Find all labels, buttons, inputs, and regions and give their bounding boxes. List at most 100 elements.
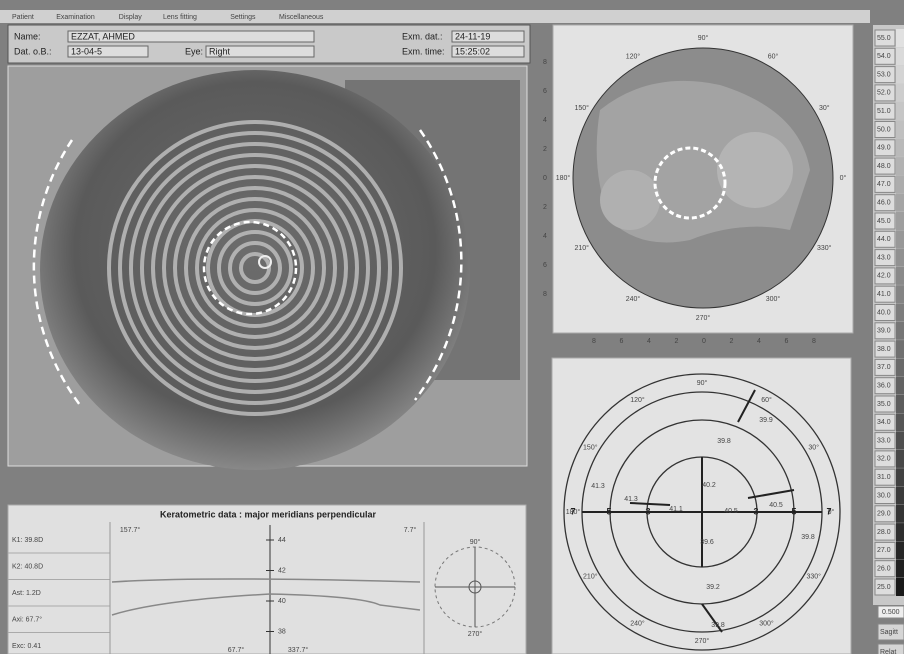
scale-button-label[interactable]: Relat bbox=[880, 649, 896, 654]
scale-label: 50.0 bbox=[877, 126, 891, 133]
scale-swatch bbox=[896, 175, 904, 194]
scale-swatch bbox=[896, 83, 904, 102]
scale-swatch bbox=[896, 303, 904, 322]
pupil-outline bbox=[202, 220, 298, 316]
exam-date-value: 24-11-19 bbox=[455, 31, 490, 41]
angle-label: 270° bbox=[696, 314, 711, 322]
scale-swatch bbox=[896, 248, 904, 267]
scale-label: 36.0 bbox=[877, 383, 891, 390]
sector-value: 39.2 bbox=[706, 584, 720, 591]
scale-swatch bbox=[896, 431, 904, 450]
angle-label: 0° bbox=[828, 508, 835, 516]
angle-label: 270° bbox=[695, 637, 710, 645]
angle-label: 120° bbox=[630, 396, 645, 404]
scale-label: 53.0 bbox=[877, 71, 891, 78]
scale-label: 33.0 bbox=[877, 437, 891, 444]
angle-label: 180° bbox=[566, 508, 581, 516]
scale-cell bbox=[874, 413, 896, 431]
mini-pupil bbox=[468, 580, 482, 594]
scale-label: 48.0 bbox=[877, 163, 891, 170]
menu-item[interactable]: Settings bbox=[230, 14, 256, 21]
sector-divider bbox=[737, 389, 756, 423]
ring bbox=[173, 186, 337, 350]
dob-value: 13-04-5 bbox=[71, 46, 102, 56]
angle-label: 67.7° bbox=[228, 646, 245, 654]
scale-button[interactable] bbox=[877, 623, 904, 641]
scale-button[interactable] bbox=[877, 643, 904, 654]
scale-label: 42.0 bbox=[877, 273, 891, 280]
sector-value: 39.9 bbox=[759, 417, 773, 424]
ring bbox=[129, 142, 381, 394]
ring bbox=[258, 255, 272, 269]
scale-swatch bbox=[896, 102, 904, 121]
x-tick-label: 2 bbox=[675, 338, 679, 345]
angle-label: 7.7° bbox=[404, 526, 417, 534]
y-tick-label: 40 bbox=[278, 598, 286, 605]
scale-label: 37.0 bbox=[877, 364, 891, 371]
step-field bbox=[877, 605, 904, 619]
scale-cell bbox=[874, 47, 896, 65]
scale-swatch bbox=[896, 120, 904, 139]
keratometric-title: Keratometric data : major meridians perp… bbox=[160, 509, 377, 519]
sector-map: 0° 30° 60° 90° 120° 150° 180° 210° 240° 270° 300° 3… bbox=[563, 373, 841, 651]
menu-item[interactable]: Examination bbox=[56, 14, 95, 21]
scale-label: 34.0 bbox=[877, 419, 891, 426]
ring bbox=[107, 120, 403, 416]
eye-value: Right bbox=[209, 46, 231, 56]
scale-cell bbox=[874, 66, 896, 84]
ring bbox=[184, 197, 326, 339]
name-field bbox=[67, 30, 315, 43]
scale-cell bbox=[874, 340, 896, 358]
pupil-outline bbox=[653, 146, 727, 220]
scale-cell bbox=[874, 29, 896, 47]
scale-cell bbox=[874, 560, 896, 578]
kera-row: Ast: 1.2D bbox=[12, 590, 41, 597]
x-tick-label: 0 bbox=[702, 338, 706, 345]
color-scale[interactable]: 55.0 54.0 53.0 52.0 51.0 50.0 49.0 48.0 47.0 46.0… bbox=[873, 25, 904, 654]
scale-cell bbox=[874, 523, 896, 541]
y-tick-label: 42 bbox=[278, 567, 286, 574]
sector-divider bbox=[701, 603, 723, 633]
scale-cell bbox=[874, 230, 896, 248]
scale-cell bbox=[874, 267, 896, 285]
x-tick-label: 8 bbox=[592, 338, 596, 345]
angle-label: 330° bbox=[806, 572, 821, 580]
scale-swatch bbox=[896, 449, 904, 468]
angle-label: 240° bbox=[630, 620, 645, 628]
scale-label: 35.0 bbox=[877, 401, 891, 408]
menu-item[interactable]: Lens fitting bbox=[163, 14, 197, 21]
angle-label: 60° bbox=[761, 396, 772, 404]
menu-item[interactable]: Miscellaneous bbox=[279, 14, 324, 21]
angle-label: 180° bbox=[556, 174, 571, 182]
scale-swatch bbox=[896, 285, 904, 304]
angle-label: 240° bbox=[626, 295, 641, 303]
sector-ring bbox=[563, 373, 841, 651]
scale-label: 49.0 bbox=[877, 145, 891, 152]
y-tick-label: 0 bbox=[543, 175, 547, 182]
angle-label: 150° bbox=[583, 443, 598, 451]
kera-row: K2: 40.8D bbox=[12, 563, 43, 570]
ring-label: 3 bbox=[753, 506, 758, 516]
eye bbox=[40, 70, 470, 470]
angle-label: 30° bbox=[819, 104, 830, 112]
scale-label: 30.0 bbox=[877, 492, 891, 499]
ring bbox=[151, 164, 359, 372]
angle-label: 90° bbox=[470, 538, 481, 546]
menu-item[interactable]: Patient bbox=[12, 14, 34, 21]
ring-label: 5 bbox=[791, 506, 796, 516]
topo-labels: 0° 30° 60° 90° 120° 150° 180° 210° 240° 270° 300° 3… bbox=[543, 34, 846, 345]
scale-button-label[interactable]: Sagitt bbox=[880, 629, 898, 636]
scale-label: 25.0 bbox=[877, 584, 891, 591]
menu-item[interactable]: Display bbox=[119, 14, 142, 21]
x-tick-label: 8 bbox=[812, 338, 816, 345]
exam-date-field bbox=[451, 30, 525, 43]
x-tick-label: 4 bbox=[757, 338, 761, 345]
dob-field bbox=[67, 45, 149, 58]
scale-swatch bbox=[896, 230, 904, 249]
scale-cell bbox=[874, 121, 896, 138]
scale-swatch bbox=[896, 29, 904, 47]
sector-value: 40.5 bbox=[769, 502, 783, 509]
sector-value: 41.1 bbox=[669, 506, 683, 513]
scale-label: 31.0 bbox=[877, 474, 891, 481]
